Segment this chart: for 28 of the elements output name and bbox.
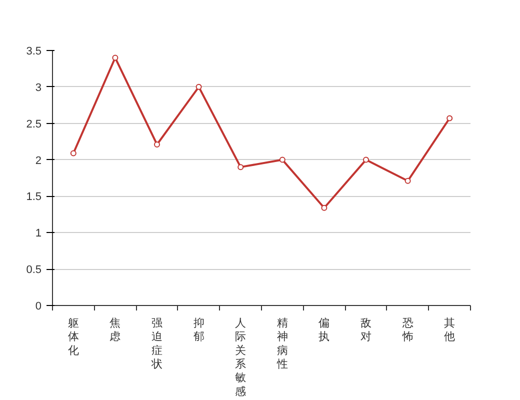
point <box>446 115 453 122</box>
point <box>112 54 118 61</box>
x-tick-label: 其他 <box>444 316 456 344</box>
y-tick-label: 1.5 <box>26 191 42 204</box>
x-tick-label: 抑郁 <box>193 316 204 344</box>
x-tick-label: 敌对 <box>360 316 372 344</box>
point <box>70 150 76 156</box>
point <box>238 164 244 170</box>
point <box>154 141 160 148</box>
point <box>404 178 411 184</box>
y-tick-label: 0.5 <box>26 264 42 276</box>
x-tick-label: 精神病性 <box>276 316 288 370</box>
x-tick-label: 强迫症状 <box>150 316 162 370</box>
x-tick-label: 偏执 <box>318 316 330 344</box>
point <box>196 84 202 90</box>
y-tick-label: 3 <box>35 82 42 94</box>
x-tick-label: 恐怖 <box>401 316 414 344</box>
y-tick-label: 2.5 <box>26 118 42 130</box>
y-tick-label: 0 <box>35 300 42 312</box>
y-tick-label: 2 <box>35 154 42 167</box>
point <box>321 204 328 211</box>
x-tick-label: 焦虑 <box>110 316 121 344</box>
x-tick-label: 人际关系敏感 <box>235 316 246 398</box>
x-tick-label: 躯体化 <box>68 316 79 357</box>
y-tick-label: 3.5 <box>26 46 42 58</box>
point <box>279 156 286 163</box>
y-tick-label: 1 <box>35 228 42 240</box>
point <box>363 156 369 163</box>
